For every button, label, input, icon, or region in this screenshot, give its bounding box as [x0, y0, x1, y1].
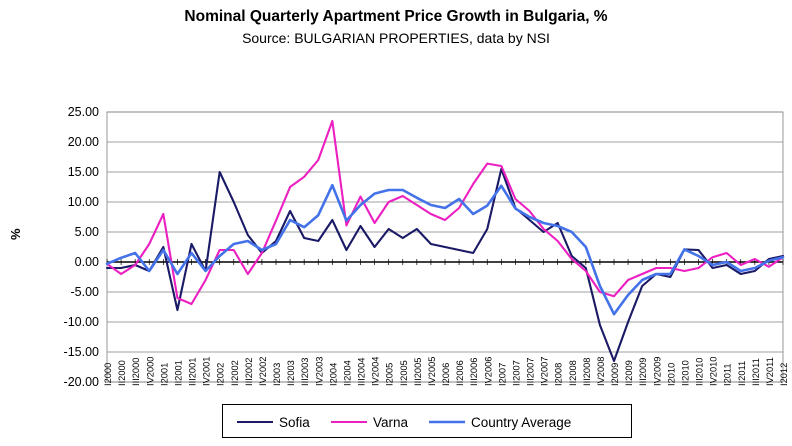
svg-text:10.00: 10.00: [68, 195, 99, 209]
svg-text:III2007: III2007: [526, 358, 536, 386]
svg-text:III2004: III2004: [357, 358, 367, 386]
svg-text:I2000: I2000: [103, 363, 113, 386]
svg-text:II2002: II2002: [230, 360, 240, 386]
svg-text:III2005: III2005: [413, 358, 423, 386]
svg-text:II2004: II2004: [342, 360, 352, 386]
svg-text:IV2006: IV2006: [483, 357, 493, 386]
svg-text:IV2007: IV2007: [540, 357, 550, 386]
svg-text:I2010: I2010: [666, 363, 676, 386]
svg-text:II2011: II2011: [737, 361, 747, 386]
svg-text:I2009: I2009: [610, 363, 620, 386]
svg-text:-10.00: -10.00: [64, 315, 99, 329]
svg-text:III2001: III2001: [188, 358, 198, 386]
svg-text:I2001: I2001: [159, 363, 169, 386]
svg-text:15.00: 15.00: [68, 165, 99, 179]
svg-text:II2003: II2003: [286, 360, 296, 386]
svg-text:5.00: 5.00: [75, 225, 99, 239]
svg-text:I2007: I2007: [497, 363, 507, 386]
svg-text:III2008: III2008: [582, 358, 592, 386]
svg-text:-20.00: -20.00: [64, 375, 99, 389]
svg-text:Sofia: Sofia: [279, 415, 310, 430]
svg-text:III2009: III2009: [638, 358, 648, 386]
svg-text:-5.00: -5.00: [71, 285, 100, 299]
svg-text:Country Average: Country Average: [471, 415, 571, 430]
svg-text:I2003: I2003: [272, 363, 282, 386]
svg-text:IV2005: IV2005: [427, 357, 437, 386]
svg-text:I2002: I2002: [216, 363, 226, 386]
svg-text:-15.00: -15.00: [64, 345, 99, 359]
svg-text:IV2008: IV2008: [596, 357, 606, 386]
svg-text:III2010: III2010: [695, 358, 705, 386]
svg-text:II2001: II2001: [173, 360, 183, 386]
svg-text:IV2003: IV2003: [314, 357, 324, 386]
svg-text:I2011: I2011: [723, 363, 733, 386]
svg-text:I2012: I2012: [779, 363, 789, 386]
svg-text:Varna: Varna: [373, 415, 409, 430]
svg-text:II2007: II2007: [511, 360, 521, 386]
svg-text:20.00: 20.00: [68, 135, 99, 149]
svg-text:IV2002: IV2002: [258, 357, 268, 386]
svg-text:IV2001: IV2001: [202, 357, 212, 386]
svg-text:III2003: III2003: [300, 358, 310, 386]
svg-text:II2010: II2010: [680, 360, 690, 386]
svg-text:II2006: II2006: [455, 360, 465, 386]
svg-text:I2004: I2004: [328, 363, 338, 386]
svg-text:II2000: II2000: [117, 360, 127, 386]
svg-text:0.00: 0.00: [75, 255, 99, 269]
svg-text:IV2009: IV2009: [652, 357, 662, 386]
svg-text:25.00: 25.00: [68, 105, 99, 119]
svg-text:II2009: II2009: [624, 360, 634, 386]
svg-text:III2011: III2011: [751, 358, 761, 386]
svg-text:I2008: I2008: [554, 363, 564, 386]
svg-text:IV2011: IV2011: [765, 357, 775, 386]
svg-text:IV2000: IV2000: [145, 357, 155, 386]
svg-text:IV2004: IV2004: [371, 357, 381, 386]
svg-text:I2006: I2006: [441, 363, 451, 386]
svg-text:I2005: I2005: [385, 363, 395, 386]
svg-text:III2000: III2000: [131, 358, 141, 386]
svg-text:II2008: II2008: [568, 360, 578, 386]
svg-text:III2002: III2002: [244, 358, 254, 386]
svg-text:II2005: II2005: [399, 360, 409, 386]
svg-text:IV2010: IV2010: [709, 357, 719, 386]
svg-text:III2006: III2006: [469, 358, 479, 386]
